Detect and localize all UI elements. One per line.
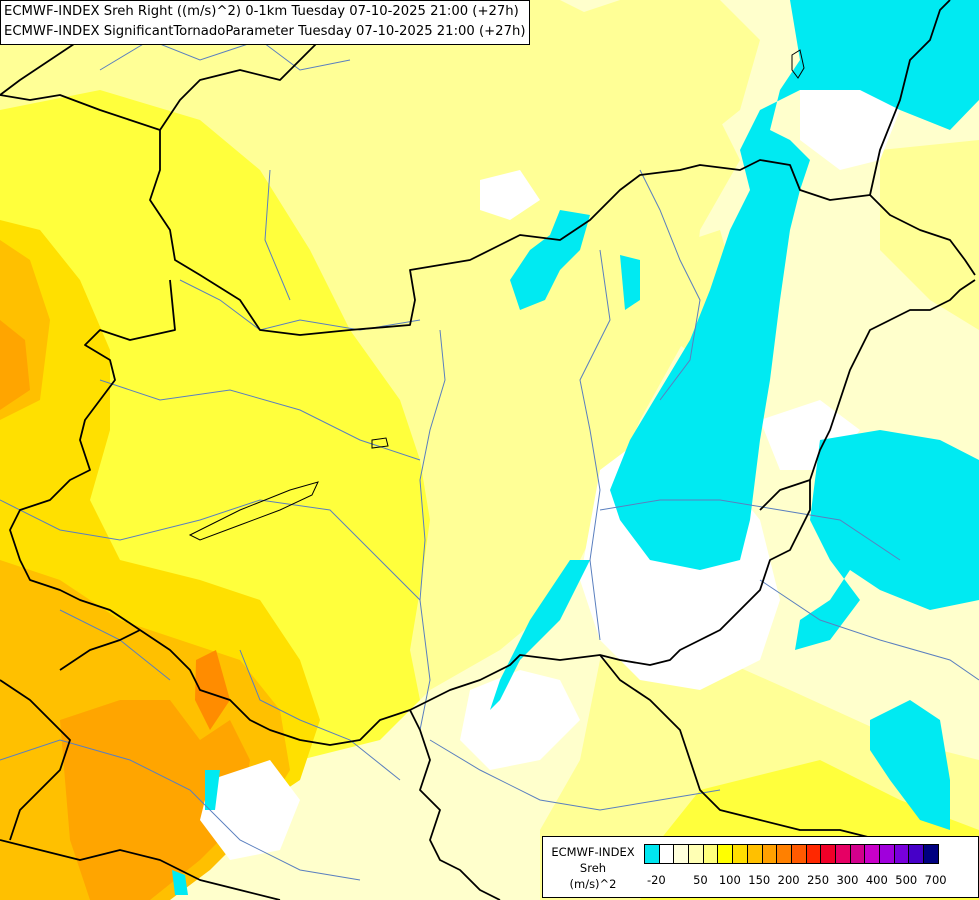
- legend-swatch: [688, 844, 704, 864]
- color-legend: ECMWF-INDEX Sreh (m/s)^2 -20 50 100 150 200 2…: [542, 836, 979, 898]
- legend-swatch: [820, 844, 836, 864]
- legend-swatch: [673, 844, 690, 864]
- legend-swatch: [790, 844, 807, 864]
- legend-swatch: [776, 844, 792, 864]
- legend-unit-label: (m/s)^2: [569, 877, 617, 891]
- legend-swatch: [879, 844, 895, 864]
- legend-swatch: [746, 844, 763, 864]
- orange-fields: [0, 320, 250, 900]
- legend-tick-label: 300: [836, 873, 859, 887]
- legend-swatch: [717, 844, 734, 864]
- legend-tick-label: 150: [748, 873, 771, 887]
- legend-swatch: [908, 844, 925, 864]
- legend-tick-label: 500: [895, 873, 918, 887]
- legend-swatch: [864, 844, 880, 864]
- legend-param-label: Sreh: [579, 861, 607, 875]
- legend-swatch: [923, 844, 939, 864]
- lakes: [188, 49, 805, 541]
- legend-swatch: [761, 844, 778, 864]
- title-line-sreh: ECMWF-INDEX Sreh Right ((m/s)^2) 0-1km T…: [4, 4, 519, 19]
- legend-swatch: [702, 844, 719, 864]
- legend-swatches: [644, 844, 939, 864]
- legend-tick-label: 400: [865, 873, 888, 887]
- legend-swatch: [849, 844, 866, 864]
- legend-tick-label: 250: [807, 873, 830, 887]
- legend-ticks: -20 50 100 150 200 250 300 400 500 700: [645, 873, 975, 889]
- map-title-box: ECMWF-INDEX Sreh Right ((m/s)^2) 0-1km T…: [0, 0, 531, 45]
- legend-tick-label: 200: [777, 873, 800, 887]
- legend-swatch: [834, 844, 851, 864]
- legend-tick-label: 100: [718, 873, 741, 887]
- legend-swatch: [893, 844, 910, 864]
- legend-tick-label: 50: [693, 873, 708, 887]
- legend-swatch: [658, 844, 675, 864]
- legend-swatch: [732, 844, 748, 864]
- legend-swatch: [644, 844, 660, 864]
- cyan-fields: [172, 0, 979, 895]
- legend-model-label: ECMWF-INDEX: [551, 845, 635, 859]
- legend-tick-label: -20: [646, 873, 666, 887]
- title-line-stp: ECMWF-INDEX SignificantTornadoParameter …: [4, 24, 526, 39]
- legend-tick-label: 700: [924, 873, 947, 887]
- legend-swatch: [805, 844, 822, 864]
